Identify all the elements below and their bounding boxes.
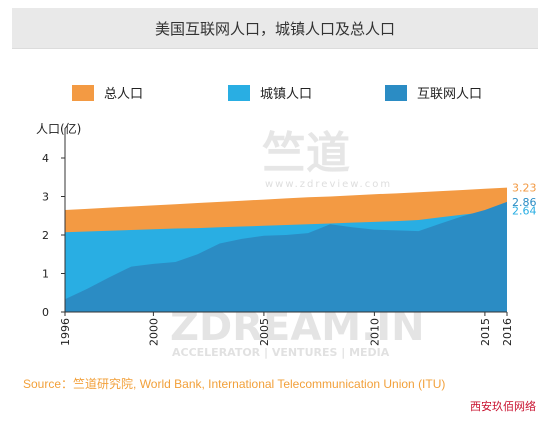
legend-item: 互联网人口 xyxy=(385,85,482,102)
legend-swatch xyxy=(385,85,407,101)
y-axis-label: 人口(亿) xyxy=(36,121,81,136)
legend-swatch xyxy=(72,85,94,101)
y-tick-label: 3 xyxy=(42,191,49,204)
source-note: Source：竺道研究院, World Bank, International … xyxy=(23,377,446,391)
watermark-tagline: ACCELERATOR | VENTURES | MEDIA xyxy=(172,346,390,359)
watermark-url: www.zdreview.com xyxy=(265,179,392,190)
y-tick-label: 4 xyxy=(42,152,49,165)
y-tick-label: 1 xyxy=(42,268,49,281)
chart-title: 美国互联网人口，城镇人口及总人口 xyxy=(12,8,538,49)
legend-swatch xyxy=(228,85,250,101)
area-series-3 xyxy=(65,201,507,312)
x-tick-label: 2015 xyxy=(479,318,492,346)
x-tick-label: 2005 xyxy=(258,318,271,346)
legend-item: 总人口 xyxy=(72,85,143,102)
x-tick-label: 2010 xyxy=(368,318,381,346)
legend-label: 互联网人口 xyxy=(417,87,482,102)
end-value-label: 2.86 xyxy=(512,196,537,209)
x-tick-label: 2000 xyxy=(147,318,160,346)
x-tick-label: 1996 xyxy=(59,318,72,346)
legend-item: 城镇人口 xyxy=(228,85,312,102)
x-tick-label: 2016 xyxy=(501,318,514,346)
legend-label: 总人口 xyxy=(104,87,143,102)
site-watermark: 西安玖佰网络 xyxy=(470,400,536,413)
legend-label: 城镇人口 xyxy=(260,87,312,102)
end-value-label: 2.64 xyxy=(512,204,537,217)
y-tick-label: 2 xyxy=(42,229,49,242)
watermark-logo: 竺道 xyxy=(262,128,350,179)
end-value-label: 3.23 xyxy=(512,182,537,195)
y-tick-label: 0 xyxy=(42,306,49,319)
